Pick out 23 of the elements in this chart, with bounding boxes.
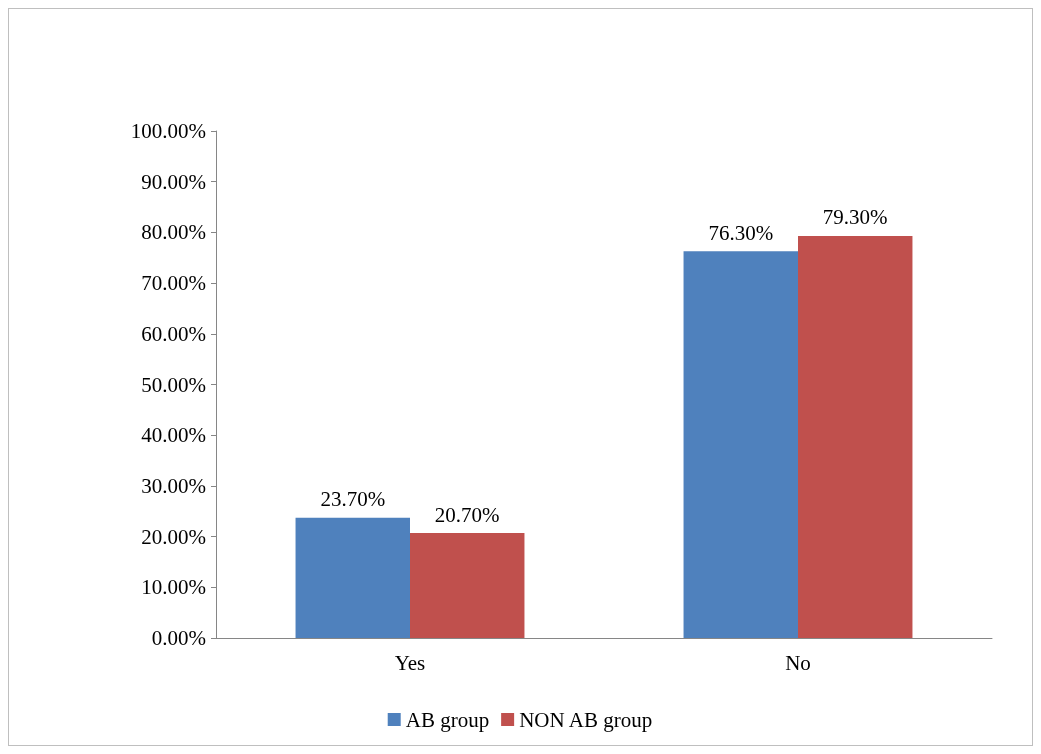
data-label: 23.70% (320, 487, 386, 512)
y-tick-label: 40.00% (141, 423, 206, 448)
y-tick-label: 50.00% (141, 372, 206, 397)
legend-label: AB group (405, 707, 490, 732)
x-tick-label: No (785, 650, 811, 675)
bar (295, 517, 410, 638)
data-label: 79.30% (822, 205, 888, 230)
bar (410, 533, 525, 638)
y-tick-label: 100.00% (130, 119, 206, 143)
y-tick-label: 20.00% (141, 524, 206, 549)
data-label: 76.30% (708, 220, 774, 245)
bar (683, 251, 798, 638)
y-tick-label: 70.00% (141, 271, 206, 296)
bar (798, 235, 913, 638)
y-tick-label: 90.00% (141, 169, 206, 194)
y-tick-label: 0.00% (151, 626, 206, 650)
y-tick-label: 30.00% (141, 473, 206, 498)
x-tick-label: Yes (394, 650, 426, 675)
y-tick-label: 10.00% (141, 575, 206, 600)
y-tick-label: 80.00% (141, 220, 206, 245)
legend-label: NON AB group (519, 707, 653, 732)
data-label: 20.70% (434, 502, 500, 527)
y-tick-label: 60.00% (141, 321, 206, 346)
